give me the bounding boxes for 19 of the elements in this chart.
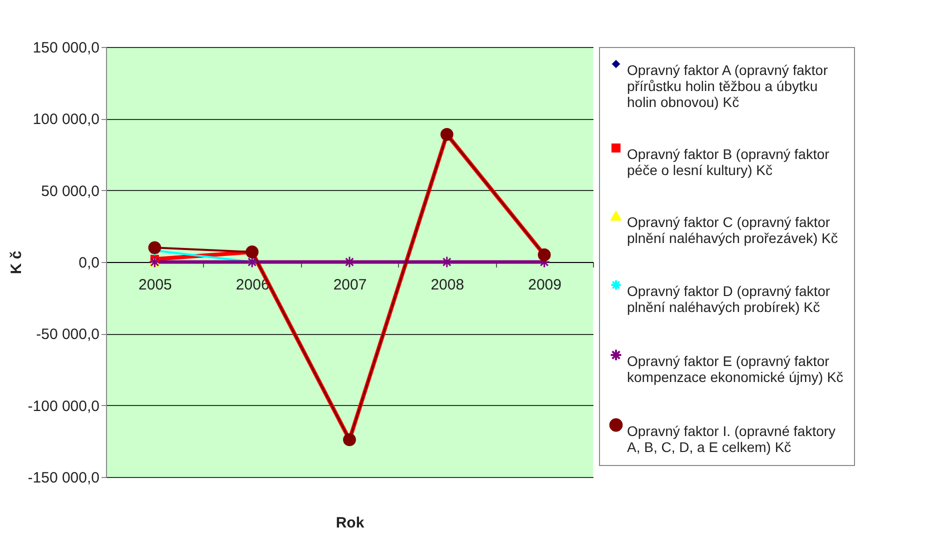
x-axis-title: Rok bbox=[336, 514, 365, 532]
y-tick-label: 0,0 bbox=[78, 254, 100, 272]
x-tick-label: 2009 bbox=[528, 276, 562, 294]
y-axis-title: K č bbox=[8, 250, 25, 274]
x-tick-label: 2005 bbox=[138, 276, 172, 294]
y-tick-label: -100 000,0 bbox=[28, 398, 100, 415]
legend-label: Opravný faktor B (opravný faktor péče o lesní kultury) Kč bbox=[627, 146, 830, 178]
legend-label: Opravný faktor A (opravný faktor přírůstku holin těžbou a úbytku holin obnovou) Kč bbox=[627, 62, 828, 110]
legend-label: Opravný faktor D (opravný faktor plnění naléhavých probírek) Kč bbox=[627, 283, 830, 315]
x-tick-label: 2008 bbox=[430, 276, 464, 294]
legend-label: Opravný faktor C (opravný faktor plnění naléhavých prořezávek) Kč bbox=[627, 214, 838, 246]
y-tick-label: 50 000,0 bbox=[41, 182, 100, 200]
x-tick-label: 2007 bbox=[333, 276, 367, 294]
y-tick-label: 150 000,0 bbox=[32, 40, 100, 56]
y-tick-label: 100 000,0 bbox=[32, 111, 100, 128]
y-tick-label: -150 000,0 bbox=[28, 470, 100, 486]
y-tick-label: -50 000,0 bbox=[36, 326, 100, 344]
legend-label: Opravný faktor I. (opravné faktory A, B, C, D, a E celkem) Kč bbox=[627, 423, 836, 455]
legend-label: Opravný faktor E (opravný faktor kompenzace ekonomické újmy) Kč bbox=[627, 353, 844, 385]
